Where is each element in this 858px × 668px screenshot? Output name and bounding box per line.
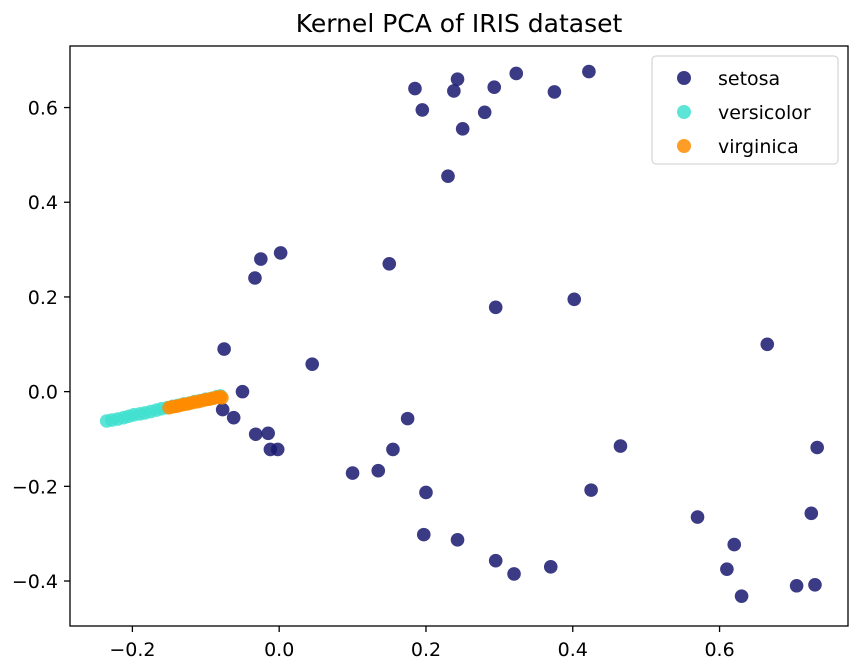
y-tick-label: 0.6 — [28, 98, 58, 120]
x-tick-label: 0.0 — [264, 639, 294, 661]
point-setosa — [235, 384, 250, 399]
point-setosa — [582, 64, 596, 79]
y-tick-label: −0.4 — [12, 571, 58, 593]
point-setosa — [217, 342, 231, 356]
point-setosa — [215, 402, 230, 417]
point-setosa — [584, 483, 598, 497]
x-tick-label: 0.4 — [558, 639, 588, 661]
data-points — [99, 64, 824, 603]
point-setosa — [419, 485, 433, 500]
point-setosa — [248, 271, 262, 285]
point-setosa — [371, 463, 386, 478]
legend-box — [651, 55, 839, 165]
y-tick-label: −0.2 — [12, 476, 58, 498]
point-setosa — [345, 466, 360, 480]
point-setosa — [261, 426, 275, 441]
point-setosa — [789, 578, 804, 593]
point-setosa — [488, 300, 503, 315]
legend-label-setosa: setosa — [718, 68, 780, 90]
point-setosa — [507, 567, 521, 581]
legend-marker-virginica — [677, 139, 691, 153]
point-setosa — [487, 80, 502, 94]
point-virginica — [215, 390, 229, 405]
legend-marker-versicolor — [677, 105, 691, 119]
y-tick-label: 0.2 — [28, 287, 58, 309]
point-setosa — [810, 440, 824, 455]
x-tick-label: −0.2 — [109, 639, 155, 661]
point-setosa — [727, 537, 742, 552]
legend-marker-setosa — [677, 71, 691, 85]
legend-label-versicolor: versicolor — [718, 102, 811, 124]
axes-frame — [69, 45, 849, 627]
point-setosa — [248, 427, 263, 442]
point-setosa — [804, 506, 819, 521]
point-setosa — [254, 252, 268, 266]
point-setosa — [547, 85, 562, 99]
point-setosa — [226, 410, 241, 425]
point-setosa — [386, 442, 400, 457]
point-setosa — [808, 578, 822, 592]
point-setosa — [416, 527, 431, 542]
point-setosa — [270, 442, 285, 457]
point-setosa — [408, 81, 422, 96]
point-setosa — [441, 169, 455, 184]
point-setosa — [543, 560, 558, 574]
point-setosa — [415, 103, 430, 117]
y-tick-label: 0.4 — [28, 192, 58, 214]
point-setosa — [720, 562, 734, 576]
legend-label-virginica: virginica — [718, 136, 799, 158]
point-setosa — [450, 533, 465, 547]
x-tick-label: 0.2 — [411, 639, 441, 661]
point-setosa — [450, 72, 465, 86]
point-setosa — [382, 256, 397, 271]
point-setosa — [567, 292, 582, 307]
point-setosa — [488, 553, 503, 568]
point-setosa — [400, 411, 415, 426]
point-setosa — [273, 246, 288, 260]
axis-ticks: −0.2 0.0 0.2 0.4 0.6 −0.4 −0.2 0.0 0.2 0.4 0.6 — [12, 98, 735, 661]
point-setosa — [613, 439, 628, 453]
chart-title: Kernel PCA of IRIS dataset — [296, 9, 623, 38]
point-setosa — [690, 510, 705, 524]
point-setosa — [477, 105, 492, 120]
legend: setosa versicolor virginica — [651, 55, 839, 165]
point-setosa — [760, 337, 775, 352]
point-setosa — [455, 122, 470, 136]
point-setosa — [734, 589, 749, 603]
y-tick-label: 0.0 — [28, 382, 58, 404]
point-setosa — [447, 84, 461, 98]
x-tick-label: 0.6 — [704, 639, 734, 661]
point-setosa — [509, 66, 524, 81]
point-setosa — [305, 357, 320, 371]
